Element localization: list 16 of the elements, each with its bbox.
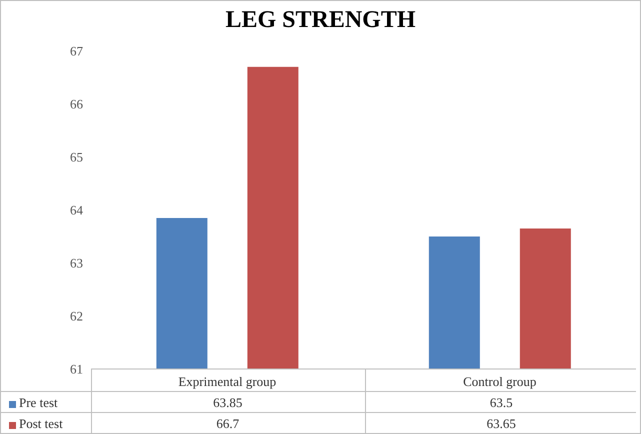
- legend-label: Pre test: [19, 395, 58, 410]
- data-label: 63.85: [212, 395, 244, 411]
- data-label: 66.7: [215, 416, 240, 432]
- y-tick-label: 65: [70, 150, 83, 165]
- y-tick-label: 63: [70, 256, 83, 271]
- y-tick-label: 62: [70, 308, 83, 324]
- y-tick-label: 64: [70, 202, 84, 218]
- x-tick-label: Exprimental group: [178, 374, 276, 390]
- x-tick-label: Control group: [463, 374, 536, 390]
- y-tick-label: 61: [70, 362, 83, 377]
- y-tick-label: 67: [70, 44, 84, 59]
- legend-label: Post test: [19, 416, 63, 431]
- y-tick-label: 66: [70, 96, 84, 112]
- data-label: 63.5: [488, 395, 514, 411]
- data-label: 63.65: [486, 416, 517, 432]
- chart-title: LEG STRENGTH: [224, 7, 417, 34]
